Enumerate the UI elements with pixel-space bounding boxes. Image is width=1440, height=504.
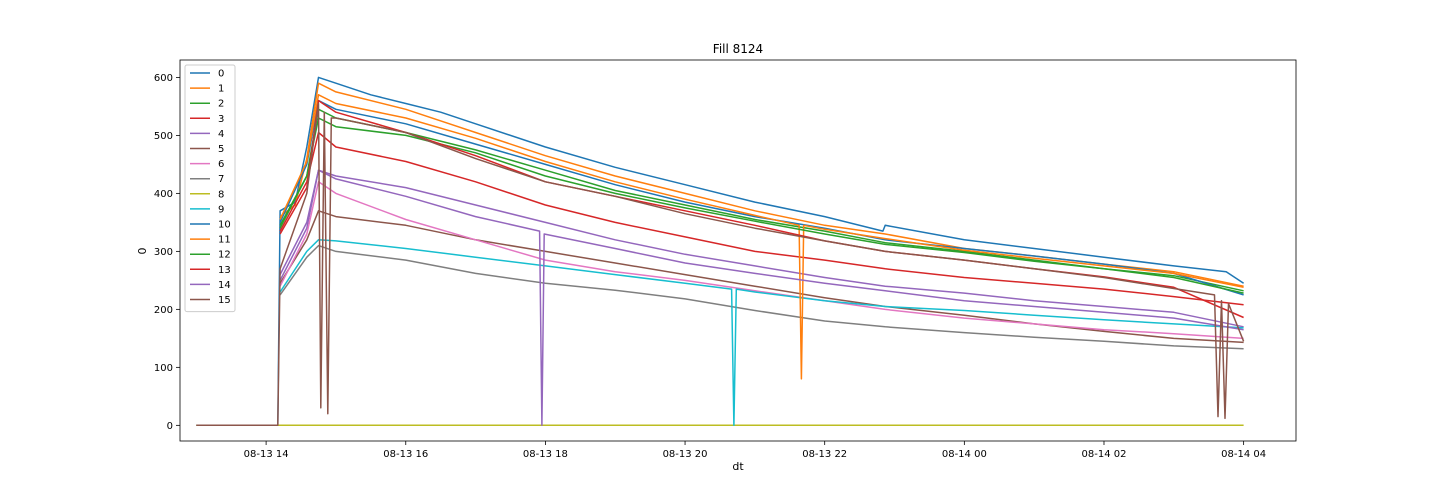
y-tick-label: 300 (154, 247, 173, 258)
y-tick-label: 400 (154, 189, 173, 200)
y-tick-label: 600 (154, 73, 173, 84)
x-tick-label: 08-13 14 (244, 449, 289, 460)
x-tick-label: 08-13 22 (802, 449, 847, 460)
series-line-10 (279, 99, 1244, 296)
y-tick-label: 500 (154, 131, 173, 142)
legend-label-9: 9 (218, 204, 224, 215)
legend-label-15: 15 (218, 295, 231, 306)
x-tick-label: 08-13 16 (383, 449, 428, 460)
series-line-11 (279, 94, 1244, 380)
x-axis: 08-13 14 08-13 16 08-13 18 08-13 20 08-13 22… (244, 441, 1266, 460)
legend-label-2: 2 (218, 99, 224, 110)
y-axis-title: 0 (136, 248, 149, 255)
legend-label-12: 12 (218, 250, 231, 261)
series-layer (196, 76, 1245, 427)
legend-label-0: 0 (218, 69, 224, 80)
x-tick-label: 08-14 02 (1082, 449, 1127, 460)
series-line-0 (196, 76, 1245, 427)
legend-box (184, 64, 236, 313)
x-tick-label: 08-14 00 (942, 449, 987, 460)
series-line-15 (196, 102, 1245, 427)
x-tick-label: 08-13 20 (663, 449, 708, 460)
y-tick-label: 100 (154, 363, 173, 374)
x-tick-label: 08-13 18 (523, 449, 568, 460)
chart-title: Fill 8124 (713, 42, 763, 56)
series-line-14 (279, 169, 1244, 427)
series-line-12 (279, 117, 1244, 294)
legend-label-4: 4 (218, 129, 224, 140)
y-tick-label: 0 (167, 421, 173, 432)
legend-label-14: 14 (218, 280, 231, 291)
x-axis-title: dt (732, 460, 744, 473)
legend-label-10: 10 (218, 220, 231, 231)
legend-label-6: 6 (218, 159, 224, 170)
y-axis: 0 100 200 300 400 500 600 (154, 73, 180, 432)
series-line-3 (279, 131, 1244, 306)
legend-label-11: 11 (218, 235, 231, 246)
legend-label-5: 5 (218, 144, 224, 155)
y-tick-label: 200 (154, 305, 173, 316)
x-tick-label: 08-14 04 (1221, 449, 1266, 460)
legend-label-3: 3 (218, 114, 224, 125)
plot-frame (179, 59, 1297, 442)
legend-label-7: 7 (218, 174, 224, 185)
legend-label-13: 13 (218, 265, 231, 276)
series-line-9 (279, 239, 1244, 427)
legend-label-8: 8 (218, 189, 224, 200)
legend-label-1: 1 (218, 84, 224, 95)
